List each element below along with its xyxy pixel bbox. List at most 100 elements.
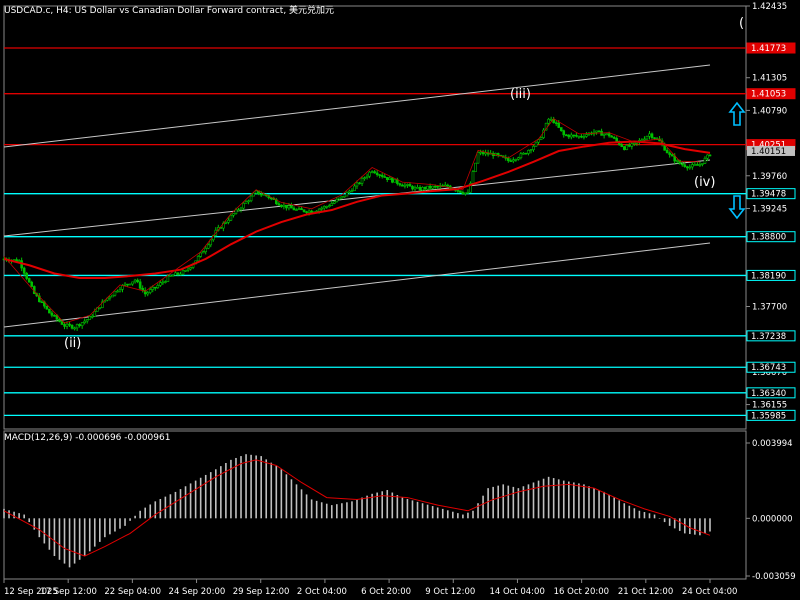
candle-body <box>53 315 56 317</box>
macd-histogram-bar <box>683 518 686 534</box>
candle-body <box>554 122 558 125</box>
x-tick-label: 24 Sep 20:00 <box>169 587 226 597</box>
candle-body <box>628 144 631 147</box>
macd-histogram-bar <box>194 480 197 519</box>
macd-histogram-bar <box>3 508 5 519</box>
candle-body <box>363 177 366 179</box>
x-tick-label: 12 Sep 2025 <box>4 587 58 597</box>
candle-body <box>633 142 636 145</box>
candle-body <box>101 301 104 308</box>
candle-body <box>559 127 563 131</box>
candle-body <box>411 185 414 190</box>
candle-body <box>27 278 31 283</box>
level-price-tag <box>746 88 796 100</box>
candle-body <box>610 135 613 138</box>
candle-body <box>509 160 513 162</box>
candle-body <box>580 135 583 138</box>
candle-body <box>128 283 132 286</box>
macd-histogram-bar <box>245 454 247 519</box>
macd-histogram-bar <box>230 459 232 519</box>
main-plot-frame <box>3 5 747 430</box>
candle-body <box>133 279 137 283</box>
candle-body <box>65 323 69 327</box>
level-price-tag <box>746 409 796 421</box>
candle-body <box>686 166 689 169</box>
macd-histogram-bar <box>93 518 96 547</box>
macd-histogram-bar <box>265 459 268 519</box>
macd-histogram-bar <box>270 462 273 519</box>
candle-body <box>549 118 553 121</box>
x-tick-label: 21 Oct 12:00 <box>618 587 673 597</box>
candle-body <box>305 211 308 213</box>
candle-body <box>547 118 550 124</box>
candle-body <box>577 135 581 138</box>
candle-body <box>476 152 480 164</box>
candle-body <box>403 184 407 187</box>
macd-histogram-bar <box>643 512 646 519</box>
candle-body <box>680 163 684 166</box>
candle-body <box>365 175 369 178</box>
candle-body <box>670 154 674 157</box>
candle-body <box>68 323 71 326</box>
candle-body <box>60 321 64 325</box>
level-price-tag <box>746 387 796 399</box>
candle-body <box>317 208 321 212</box>
macd-histogram-bar <box>169 494 172 519</box>
macd-histogram-bar <box>467 512 469 519</box>
candle-body <box>196 256 200 262</box>
macd-histogram-bar <box>255 455 257 519</box>
candle-body <box>522 152 525 155</box>
candle-body <box>338 197 341 200</box>
macd-histogram-bar <box>416 501 419 519</box>
candle-body <box>153 286 157 289</box>
macd-histogram-bar <box>502 484 505 519</box>
x-tick-label: 17 Sep 12:00 <box>40 587 97 597</box>
macd-histogram-bar <box>225 463 227 519</box>
x-tick-label: 14 Oct 04:00 <box>489 587 544 597</box>
candle-body <box>280 204 283 207</box>
macd-histogram-bar <box>562 480 565 519</box>
current-price-tag-text: 1.40151 <box>751 147 786 157</box>
macd-histogram-bar <box>401 497 404 519</box>
candle-body <box>50 312 54 316</box>
macd-histogram-bar <box>300 489 303 519</box>
candle-body <box>620 144 624 147</box>
macd-histogram-bar <box>653 514 656 519</box>
macd-histogram-bar <box>668 518 671 526</box>
macd-histogram-bar <box>109 518 111 535</box>
candle-body <box>186 268 190 271</box>
candle-body <box>358 182 361 185</box>
y-tick-label: 1.37700 <box>752 303 787 313</box>
trend-channel <box>3 64 711 328</box>
macd-histogram-bar <box>694 518 696 535</box>
candle-body <box>708 154 712 157</box>
macd-histogram-bar <box>99 518 101 542</box>
candle-body <box>148 289 152 293</box>
candle-body <box>333 201 336 204</box>
candle-body <box>675 160 679 162</box>
candle-body <box>564 134 568 137</box>
candle-body <box>199 252 202 257</box>
macd-histogram-bar <box>290 479 293 519</box>
candle-body <box>539 137 543 141</box>
candle-body <box>456 190 460 192</box>
candle-body <box>48 308 51 314</box>
wave-label-ii: (ii) <box>64 336 81 351</box>
candle-body <box>650 133 654 138</box>
macd-histogram-bar <box>512 486 515 519</box>
macd-histogram-bar <box>18 513 20 519</box>
candle-body <box>519 153 523 159</box>
macd-histogram-bar <box>663 518 666 523</box>
paren-glyph: ( <box>739 16 744 31</box>
level-price-tag <box>746 361 796 373</box>
candle-body <box>320 207 324 210</box>
macd-histogram-bar <box>149 504 152 519</box>
candle-body <box>138 281 142 289</box>
level-price-tag <box>746 269 796 281</box>
candle-body <box>88 316 92 320</box>
macd-histogram-bar <box>532 482 535 519</box>
candle-body <box>259 193 263 196</box>
candle-body <box>612 137 616 139</box>
candle-body <box>201 251 205 254</box>
